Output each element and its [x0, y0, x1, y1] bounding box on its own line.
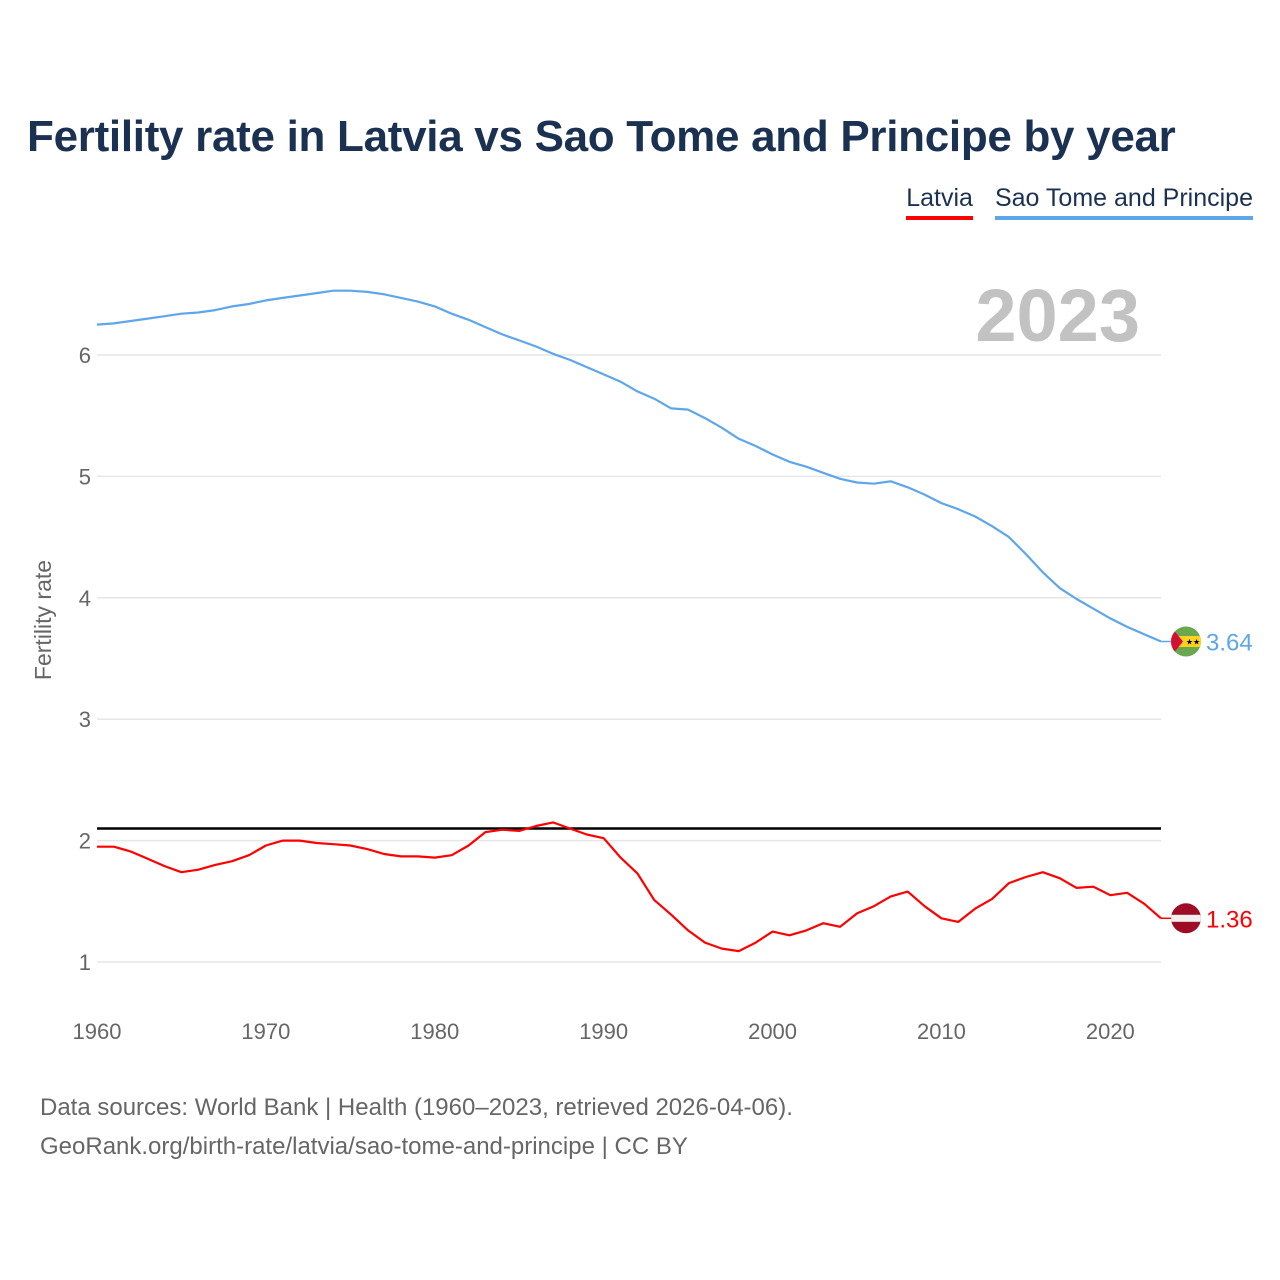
end-value-label: 1.36 — [1206, 906, 1253, 933]
legend-latvia[interactable]: Latvia — [906, 184, 973, 220]
source-line-1: Data sources: World Bank | Health (1960–… — [40, 1094, 793, 1121]
current-year-label: 2023 — [975, 274, 1140, 357]
flag: ★★ — [1171, 626, 1201, 657]
x-tick-label: 1960 — [73, 1019, 122, 1044]
flag-white-stripe — [1171, 914, 1201, 922]
x-tick-label: 2010 — [917, 1019, 966, 1044]
legend-sao-tome[interactable]: Sao Tome and Principe — [994, 184, 1253, 220]
y-axis-label: Fertility rate — [30, 560, 56, 680]
y-tick-label: 5 — [79, 464, 91, 489]
y-tick-label: 2 — [79, 829, 91, 854]
source-line-2[interactable]: GeoRank.org/birth-rate/latvia/sao-tome-a… — [40, 1133, 688, 1160]
x-tick-label: 2020 — [1086, 1019, 1135, 1044]
y-tick-label: 4 — [79, 586, 91, 611]
series-line-latvia — [97, 821, 1162, 953]
y-tick-label: 3 — [79, 707, 91, 732]
source-note: Data sources: World Bank | Health (1960–… — [40, 1088, 793, 1166]
legend: Latvia Sao Tome and Principe — [906, 184, 1253, 220]
end-value-label: 3.64 — [1206, 630, 1253, 657]
x-tick-label: 1970 — [241, 1019, 290, 1044]
x-tick-label: 2000 — [748, 1019, 797, 1044]
x-tick-label: 1980 — [410, 1019, 459, 1044]
flag — [1171, 903, 1201, 934]
flag-yellow-stripe — [1171, 636, 1201, 648]
series-line-sao-tome — [96, 289, 1162, 643]
x-tick-label: 1990 — [579, 1019, 628, 1044]
y-tick-label: 6 — [79, 343, 91, 368]
latvia-flag-icon — [1171, 903, 1201, 934]
sao-tome-flag-icon: ★★ — [1171, 626, 1201, 657]
y-tick-label: 1 — [79, 950, 91, 975]
flag-stars: ★★ — [1186, 638, 1200, 647]
chart-title: Fertility rate in Latvia vs Sao Tome and… — [27, 112, 1176, 161]
